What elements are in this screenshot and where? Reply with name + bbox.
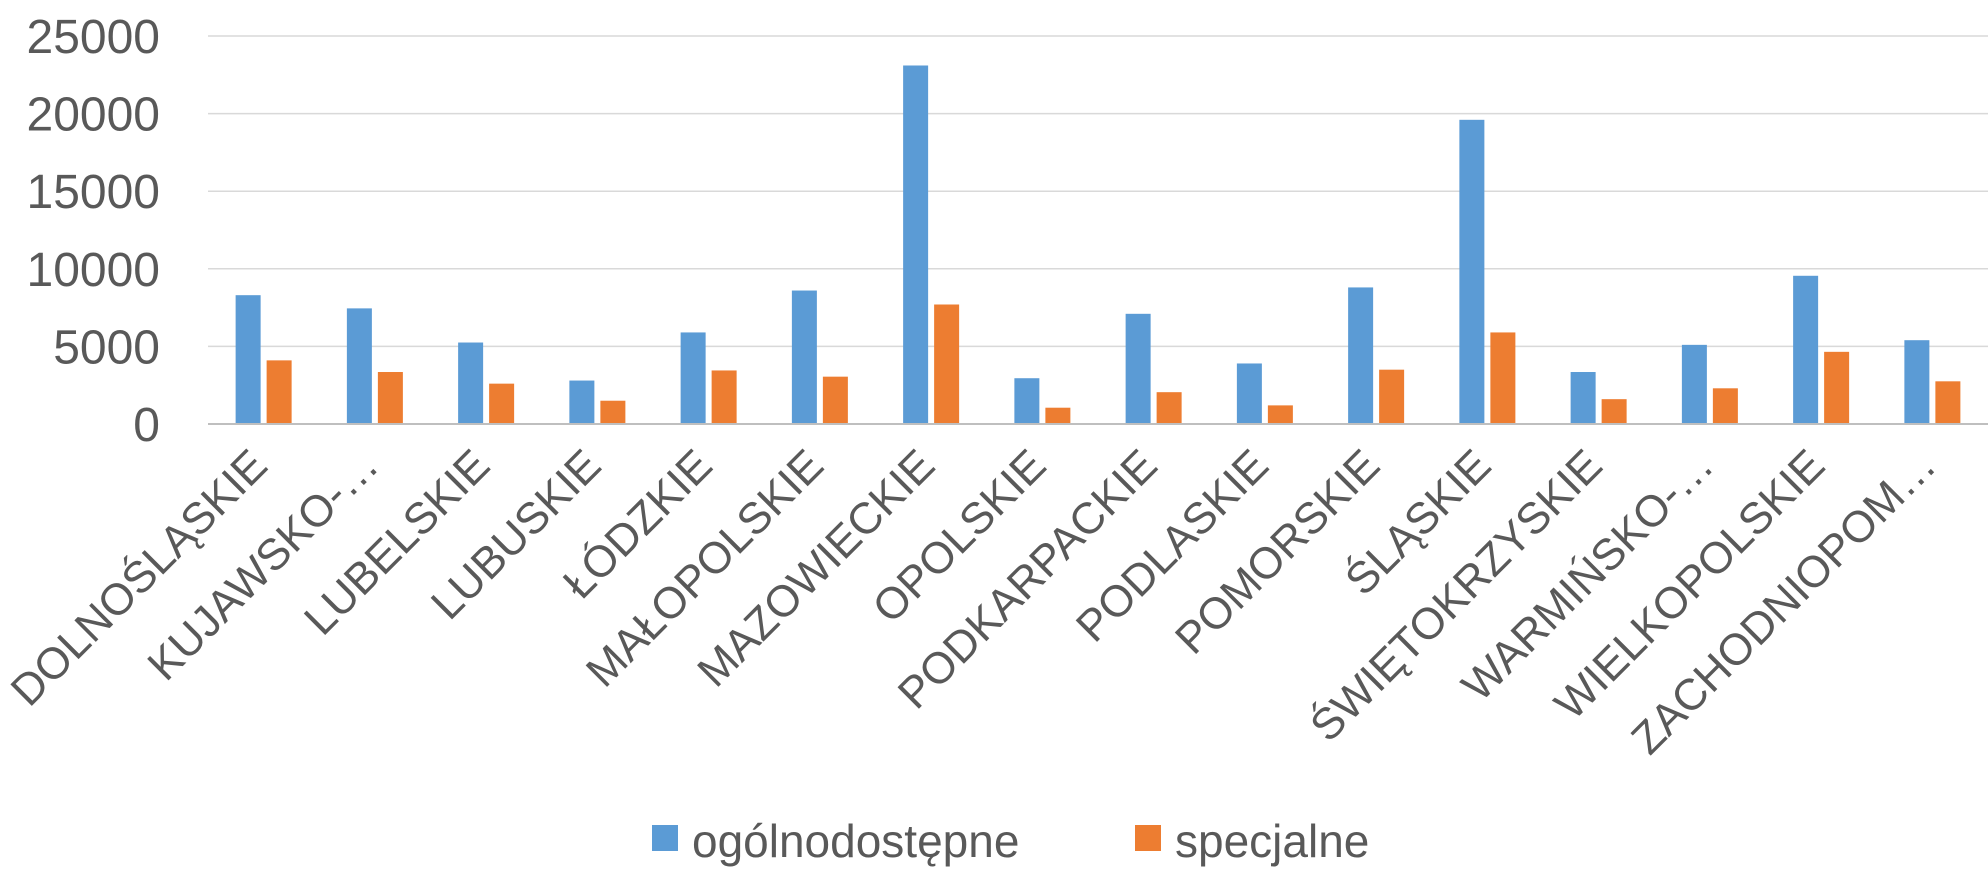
bar-ogolnodostepne (680, 332, 706, 424)
legend-label: ogólnodostępne (692, 815, 1019, 867)
bar-specjalne (1490, 332, 1516, 424)
bar-ogolnodostepne (1570, 372, 1596, 424)
bar-ogolnodostepne (1793, 275, 1819, 424)
bar-specjalne (1267, 405, 1293, 424)
bar-specjalne (1824, 351, 1850, 424)
bar-ogolnodostepne (791, 290, 817, 424)
y-tick-label: 25000 (27, 11, 160, 64)
bar-ogolnodostepne (458, 342, 484, 424)
bar-specjalne (822, 376, 848, 424)
bar-specjalne (489, 383, 515, 424)
y-tick-label: 10000 (27, 244, 160, 297)
bar-ogolnodostepne (1904, 340, 1930, 424)
legend-swatch (652, 825, 678, 851)
bar-specjalne (1712, 388, 1738, 424)
bar-specjalne (1156, 392, 1182, 424)
bars (235, 65, 1961, 425)
bar-specjalne (934, 304, 960, 424)
y-axis-tick-labels: 0 5000 10000 15000 20000 25000 (27, 11, 160, 452)
bar-specjalne (377, 372, 403, 424)
bar-specjalne (1045, 407, 1071, 424)
y-tick-label: 0 (133, 399, 160, 452)
bar-ogolnodostepne (1459, 119, 1485, 425)
y-tick-label: 5000 (53, 321, 160, 374)
bar-ogolnodostepne (569, 380, 595, 424)
bar-ogolnodostepne (1348, 287, 1374, 424)
x-axis-category-labels: DOLNOŚLĄSKIEKUJAWSKO-…LUBELSKIELUBUSKIEŁ… (0, 439, 1945, 764)
y-tick-label: 15000 (27, 166, 160, 219)
x-category-label: PODLASKIE (1067, 440, 1278, 651)
bar-specjalne (711, 370, 737, 424)
bar-specjalne (1601, 399, 1627, 424)
bar-ogolnodostepne (235, 295, 261, 424)
bar-ogolnodostepne (1681, 344, 1707, 424)
bar-ogolnodostepne (346, 308, 372, 424)
bar-ogolnodostepne (903, 65, 929, 424)
bar-specjalne (1379, 369, 1405, 424)
legend-swatch (1135, 825, 1161, 851)
bar-ogolnodostepne (1125, 313, 1151, 424)
bar-specjalne (1935, 381, 1961, 424)
gridlines (208, 35, 1988, 348)
bar-specjalne (266, 360, 292, 424)
y-tick-label: 20000 (27, 89, 160, 142)
bar-ogolnodostepne (1014, 378, 1040, 424)
legend: ogólnodostępne specjalne (652, 815, 1369, 867)
bar-specjalne (600, 400, 626, 424)
bar-ogolnodostepne (1236, 363, 1262, 424)
legend-label: specjalne (1175, 815, 1369, 867)
